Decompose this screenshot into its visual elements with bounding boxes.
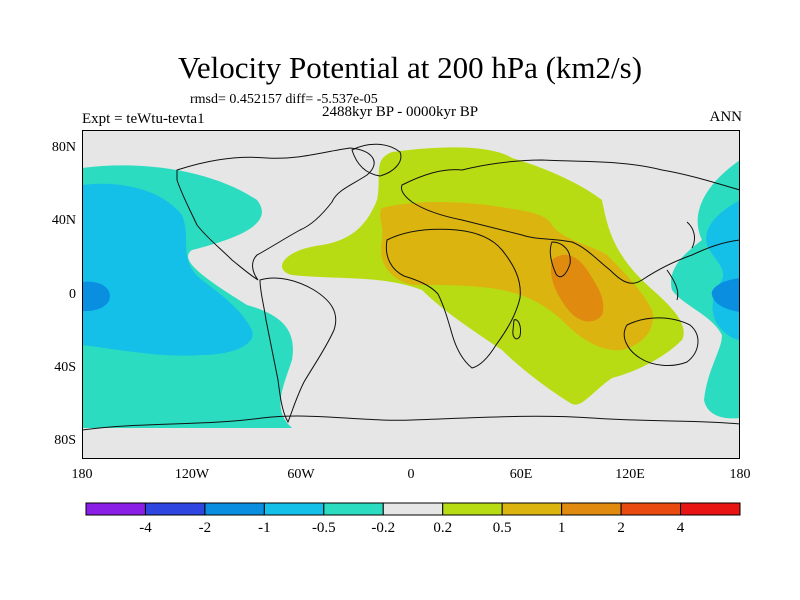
colorbar <box>85 502 741 516</box>
lat-label-40n: 40N <box>51 213 76 228</box>
experiment-label: Expt = teWtu-tevta1 <box>82 111 205 127</box>
colorbar-label: 0.2 <box>433 520 453 536</box>
lon-label-0: 0 <box>407 467 415 482</box>
coast-north-america <box>176 147 375 281</box>
contour-east-neg-3 <box>711 278 740 312</box>
colorbar-label: -2 <box>198 520 212 536</box>
colorbar-label: -0.2 <box>371 520 396 536</box>
coast-australia <box>623 317 699 366</box>
coast-india <box>549 241 571 278</box>
coast-antarctica <box>82 415 740 431</box>
coast-eurasia <box>401 159 740 284</box>
colorbar-box <box>501 502 563 516</box>
colorbar-box <box>561 502 622 516</box>
colorbar-label: -4 <box>139 520 152 536</box>
colorbar-box <box>263 502 325 516</box>
colorbar-box <box>620 502 682 516</box>
velocity-potential-map <box>82 130 740 459</box>
colorbar-box <box>144 502 206 516</box>
colorbar-label: 1 <box>557 520 566 536</box>
lon-label-120w: 120W <box>174 467 210 482</box>
coast-east-asia-islands <box>666 221 695 301</box>
plot-title: Velocity Potential at 200 hPa (km2/s) <box>177 50 643 85</box>
contour-west-neg-2 <box>82 183 253 356</box>
lon-label-60e: 60E <box>509 467 533 482</box>
colorbar-box <box>323 502 384 516</box>
coast-madagascar <box>512 319 521 340</box>
colorbar-label: 4 <box>676 520 685 536</box>
coast-africa <box>385 228 521 369</box>
colorbar-box <box>382 502 444 516</box>
lat-label-0: 0 <box>69 287 76 302</box>
colorbar-label: -1 <box>258 520 271 536</box>
lat-label-80s: 80S <box>54 433 76 448</box>
colorbar-box <box>680 502 741 516</box>
rmsd-diff-stats: rmsd= 0.452157 diff= -5.537e-05 <box>190 92 378 107</box>
period-label: 2488kyr BP - 0000kyr BP <box>322 104 479 120</box>
lon-label-60w: 60W <box>287 467 315 482</box>
colorbar-label: 0.5 <box>492 520 512 536</box>
colorbar-box <box>204 502 265 516</box>
colorbar-box <box>85 502 146 516</box>
lon-label-120e: 120E <box>615 467 645 482</box>
colorbar-label: -0.5 <box>311 520 336 536</box>
colorbar-label: 2 <box>617 520 625 536</box>
lon-label-180w: 180 <box>71 467 93 482</box>
season-label: ANN <box>709 109 743 125</box>
contour-west-neg-3 <box>82 281 110 312</box>
lat-label-40s: 40S <box>54 360 76 375</box>
contour-pos-3 <box>550 254 604 322</box>
lon-label-180e: 180 <box>729 467 751 482</box>
lat-label-80n: 80N <box>51 140 76 155</box>
coast-greenland <box>351 143 402 177</box>
colorbar-box <box>442 502 503 516</box>
coast-south-america <box>259 277 337 424</box>
